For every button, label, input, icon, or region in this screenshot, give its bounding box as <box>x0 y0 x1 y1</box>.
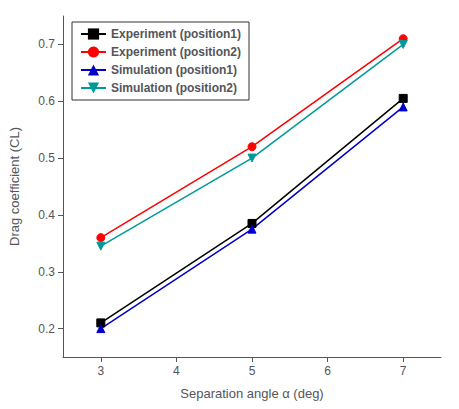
svg-text:Experiment (position1): Experiment (position1) <box>111 27 241 41</box>
svg-text:5: 5 <box>249 364 256 378</box>
svg-text:Simulation (position2): Simulation (position2) <box>111 81 237 95</box>
svg-text:7: 7 <box>400 364 407 378</box>
svg-text:Simulation (position1): Simulation (position1) <box>111 63 237 77</box>
svg-text:0.7: 0.7 <box>38 37 55 51</box>
svg-text:4: 4 <box>173 364 180 378</box>
svg-text:6: 6 <box>324 364 331 378</box>
svg-text:0.2: 0.2 <box>38 322 55 336</box>
svg-text:Experiment (position2): Experiment (position2) <box>111 45 241 59</box>
svg-text:Separation angle α (deg): Separation angle α (deg) <box>180 386 323 401</box>
svg-text:0.5: 0.5 <box>38 151 55 165</box>
svg-text:0.6: 0.6 <box>38 94 55 108</box>
svg-text:3: 3 <box>97 364 104 378</box>
svg-text:Drag coefficient (CL): Drag coefficient (CL) <box>7 127 22 246</box>
svg-text:0.4: 0.4 <box>38 208 55 222</box>
svg-text:0.3: 0.3 <box>38 265 55 279</box>
